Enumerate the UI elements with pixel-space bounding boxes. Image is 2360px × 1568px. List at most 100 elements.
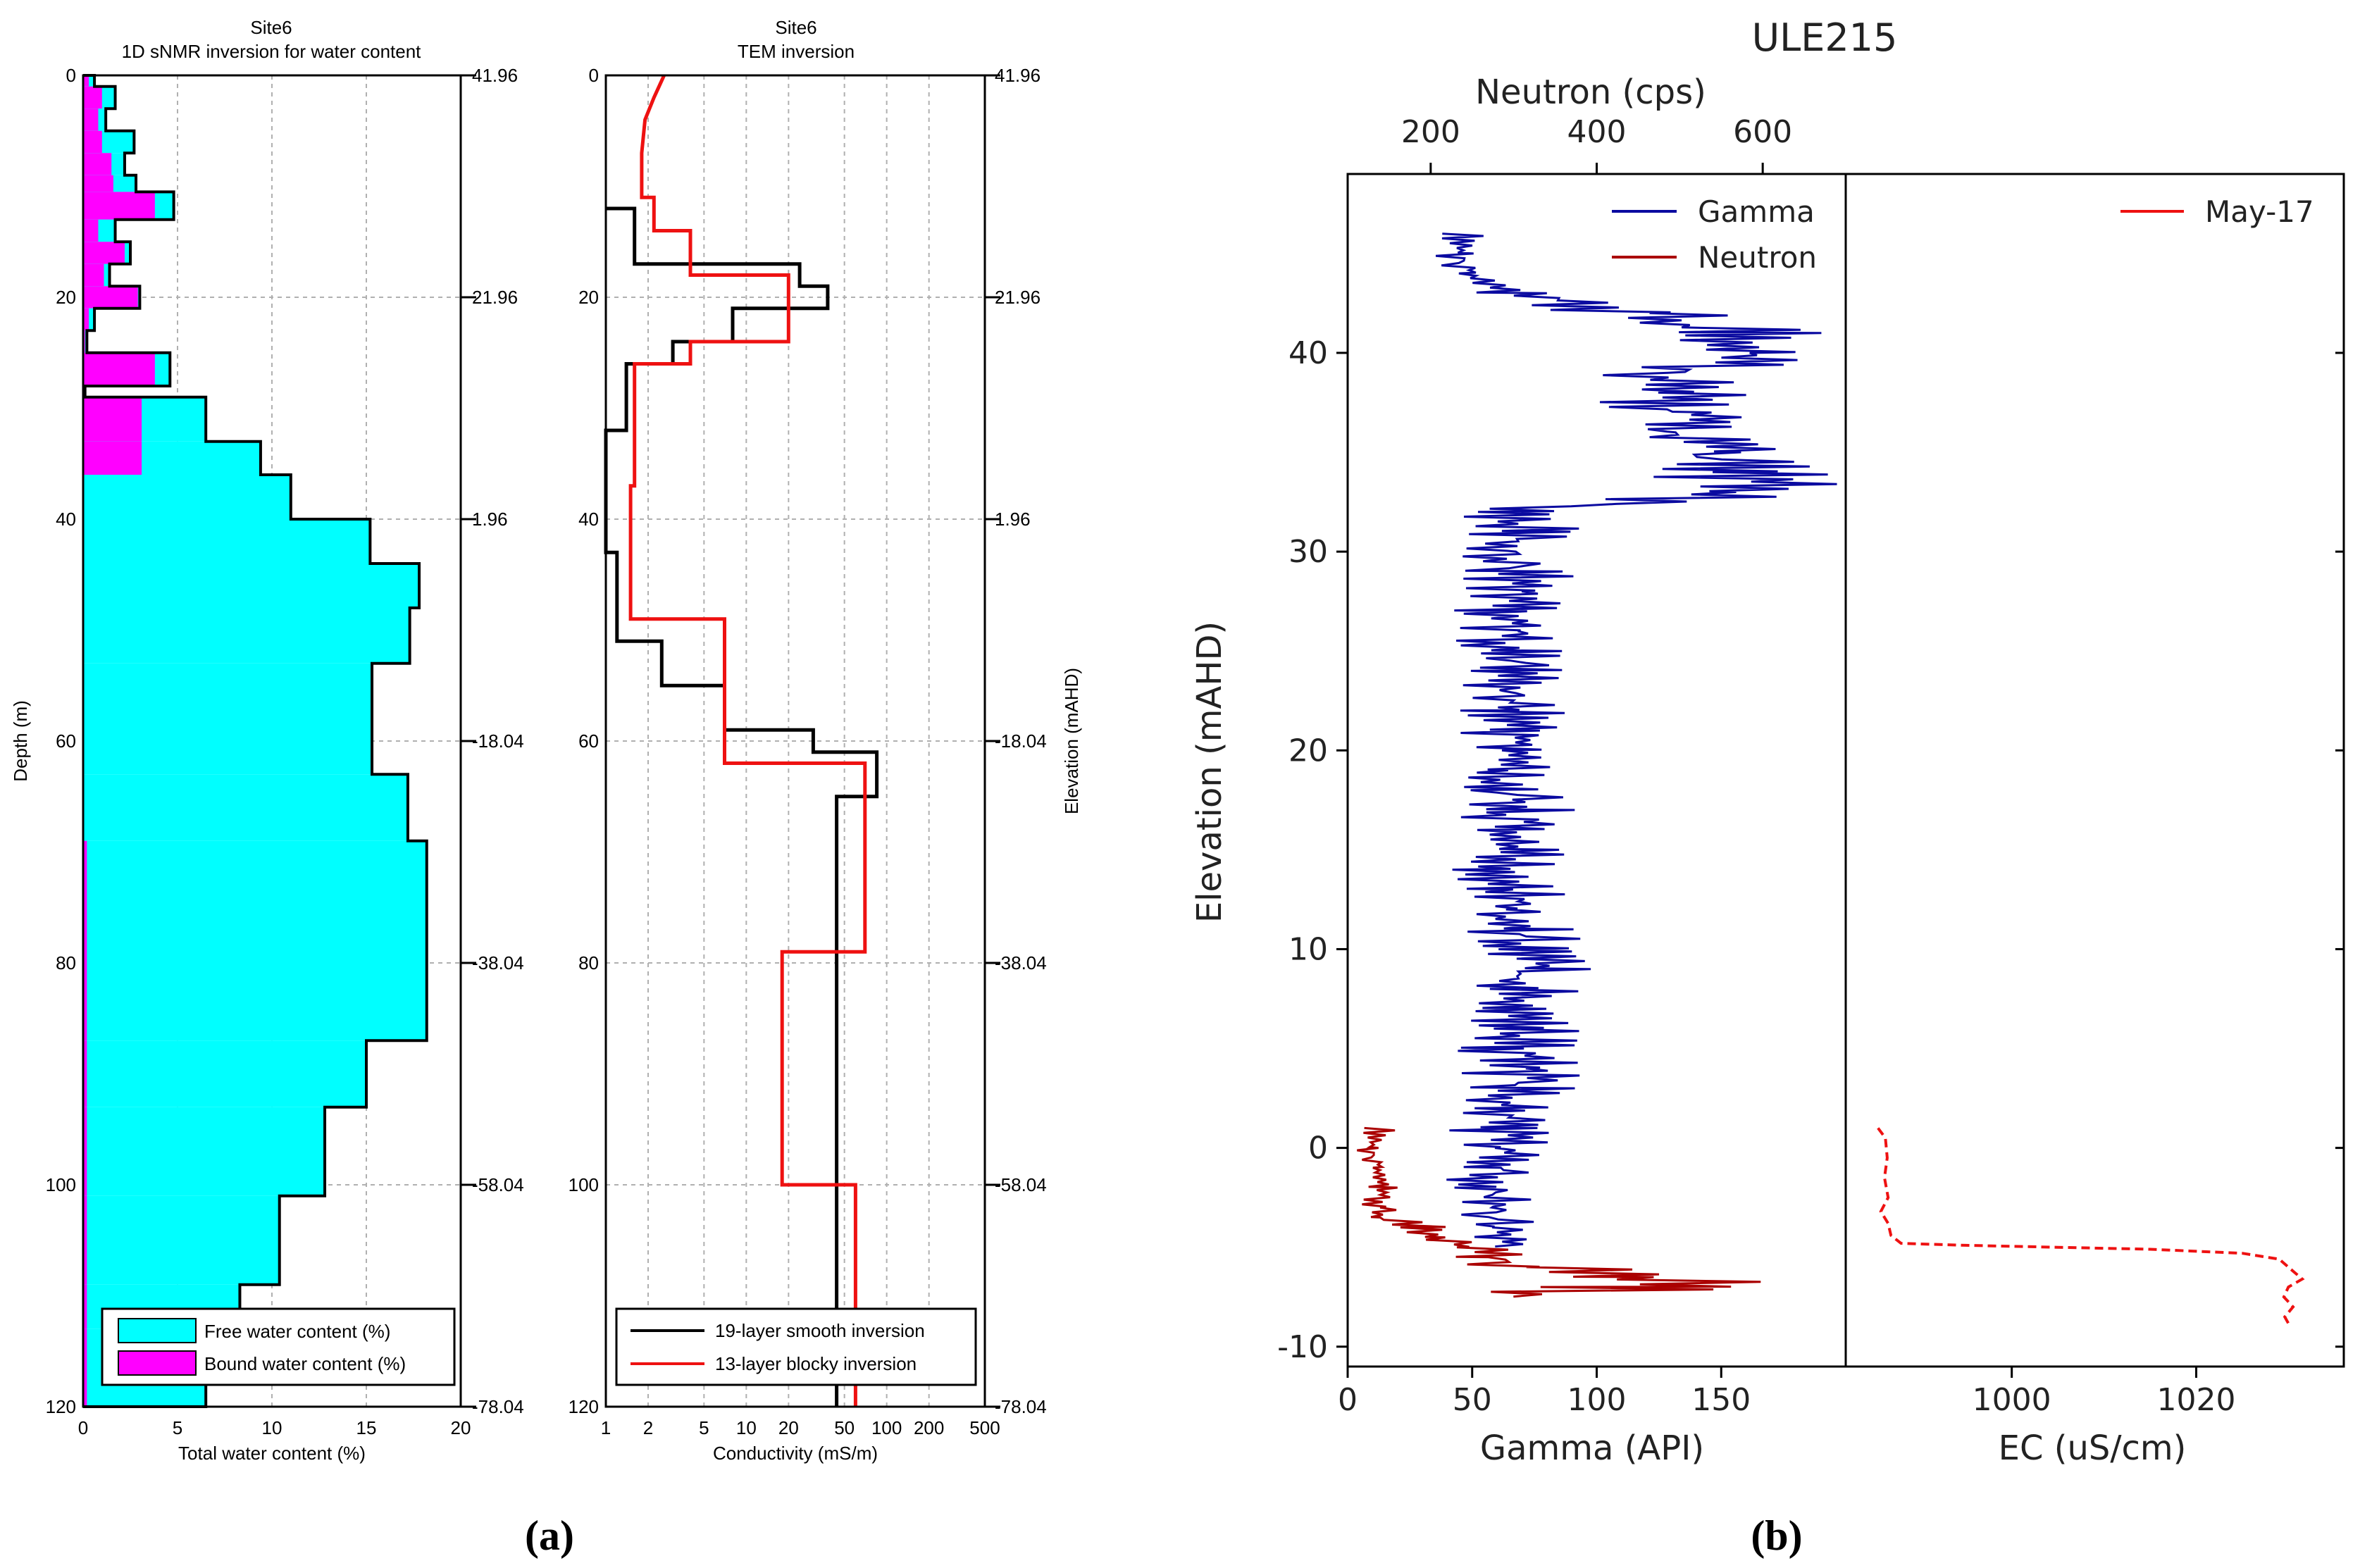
ule-x2-tick-label: 400 — [1567, 114, 1627, 150]
ec-legend-label: May-17 — [2205, 194, 2314, 229]
snmr-free-bar — [83, 608, 410, 664]
tem-x-tick-label: 10 — [736, 1417, 757, 1438]
snmr-bound-bar — [83, 441, 142, 475]
tem-subtitle: TEM inversion — [738, 41, 855, 62]
snmr-bound-bar — [83, 86, 102, 109]
snmr-x-tick-label: 15 — [356, 1417, 377, 1438]
tem-x-tick-label: 50 — [834, 1417, 855, 1438]
tem-y-tick-label: 80 — [578, 952, 599, 973]
snmr-y2-tick-label: -18.04 — [472, 730, 524, 752]
ule-y-tick-label: 40 — [1288, 335, 1328, 371]
ule-y-tick-label: 0 — [1308, 1131, 1328, 1166]
ule-x-tick-label: 0 — [1338, 1382, 1358, 1418]
tem-panel: Site6 TEM inversion 1 2 5 10 20 50 100 200 500 0 4… — [569, 17, 1082, 1464]
snmr-subtitle: 1D sNMR inversion for water content — [122, 41, 422, 62]
tem-title: Site6 — [775, 17, 816, 38]
snmr-free-bar — [83, 1040, 366, 1107]
tem-y-tick-label: 60 — [578, 730, 599, 752]
tem-y2label: Elevation (mAHD) — [1061, 668, 1082, 814]
snmr-y-tick-label: 20 — [56, 287, 76, 308]
tem-y-tick-label: 100 — [569, 1174, 599, 1195]
snmr-bound-bar — [83, 108, 99, 131]
snmr-bound-bar — [83, 175, 113, 192]
ule-y-tick-label: 10 — [1288, 931, 1328, 967]
tem-y2-tick-label: 1.96 — [995, 509, 1031, 530]
tem-legend-label-smooth: 19-layer smooth inversion — [715, 1320, 925, 1341]
snmr-bound-bar — [83, 242, 125, 264]
snmr-free-bar — [83, 519, 371, 564]
snmr-y-tick-label: 0 — [66, 65, 76, 86]
snmr-y2-tick-label: -38.04 — [472, 952, 524, 973]
snmr-ylabel: Depth (m) — [10, 700, 31, 782]
snmr-y-tick-label: 80 — [56, 952, 76, 973]
snmr-panel: Site6 1D sNMR inversion for water conten… — [10, 17, 524, 1464]
snmr-y-tick-label: 120 — [46, 1396, 76, 1417]
tem-x-tick-label: 2 — [643, 1417, 653, 1438]
ule-x2label: Neutron (cps) — [1475, 73, 1706, 112]
snmr-bound-bar — [83, 1195, 87, 1285]
snmr-bound-bar — [83, 1284, 87, 1329]
tem-x-tick-label: 200 — [914, 1417, 944, 1438]
snmr-free-bar — [83, 1107, 325, 1196]
ule-ylabel: Elevation (mAHD) — [1190, 621, 1229, 923]
ule-x-tick-label: 50 — [1453, 1382, 1492, 1418]
snmr-free-bar — [83, 774, 408, 841]
snmr-bound-bar — [83, 1040, 87, 1107]
tem-xlabel: Conductivity (mS/m) — [713, 1443, 878, 1464]
ule-xlabel: Gamma (API) — [1480, 1429, 1704, 1468]
snmr-bound-bar — [83, 219, 99, 242]
snmr-free-bar — [83, 564, 420, 608]
ec-x-tick-label: 1020 — [2157, 1382, 2236, 1418]
snmr-bound-bar — [83, 352, 155, 386]
snmr-y2-tick-label: -58.04 — [472, 1174, 524, 1195]
snmr-free-bar — [83, 475, 291, 519]
tem-ticks: 1 2 5 10 20 50 100 200 500 0 41.96 20 21.96 40 1.96 60 -… — [569, 65, 1047, 1438]
tem-series-blocky — [628, 74, 867, 1407]
panel-label-b: (b) — [1751, 1512, 1802, 1559]
tem-y-tick-label: 0 — [589, 65, 599, 86]
snmr-bound-bar — [83, 75, 89, 87]
gamma-trace — [1435, 232, 1837, 1248]
tem-y2-tick-label: -58.04 — [995, 1174, 1047, 1195]
tem-y2-tick-label: -18.04 — [995, 730, 1047, 752]
tem-legend-box — [615, 1307, 977, 1386]
snmr-x-tick-label: 10 — [262, 1417, 282, 1438]
tem-y-tick-label: 120 — [569, 1396, 599, 1417]
ule-x2-tick-label: 200 — [1401, 114, 1460, 150]
tem-series-smooth — [604, 206, 879, 1407]
tem-y2-tick-label: 41.96 — [995, 65, 1041, 86]
ule-ec-frame — [1844, 173, 2345, 1368]
snmr-legend: Free water content (%) Bound water conte… — [101, 1307, 456, 1386]
snmr-y-tick-label: 40 — [56, 509, 76, 530]
snmr-y2-tick-label: 21.96 — [472, 287, 518, 308]
snmr-ticks: 0 5 10 15 20 0 41.96 20 21.96 40 1.96 60 -18.04 80 -38… — [46, 65, 524, 1438]
ule-title: ULE215 — [1752, 15, 1898, 60]
snmr-free-bar — [83, 663, 373, 775]
snmr-free-bar — [83, 840, 427, 1041]
snmr-free-bar — [83, 1195, 280, 1285]
tem-x-tick-label: 5 — [699, 1417, 709, 1438]
snmr-bound-bar — [83, 153, 112, 175]
tem-y-tick-label: 40 — [578, 509, 599, 530]
snmr-total-outline — [83, 74, 428, 1408]
snmr-y2-tick-label: 1.96 — [472, 509, 508, 530]
ule-legend: Gamma Neutron — [1612, 194, 1817, 275]
tem-x-tick-label: 500 — [969, 1417, 1000, 1438]
snmr-y2-tick-label: 41.96 — [472, 65, 518, 86]
snmr-y-tick-label: 60 — [56, 730, 76, 752]
snmr-bound-bar — [83, 130, 102, 154]
ec-trace — [1877, 1127, 2305, 1328]
tem-x-tick-label: 100 — [871, 1417, 902, 1438]
snmr-x-tick-label: 20 — [451, 1417, 471, 1438]
snmr-bars — [83, 74, 428, 1408]
snmr-bound-bar — [83, 308, 89, 331]
snmr-legend-swatch-free — [118, 1318, 197, 1343]
ule-legend-label-neutron: Neutron — [1698, 240, 1817, 275]
tem-legend: 19-layer smooth inversion 13-layer block… — [615, 1307, 977, 1386]
snmr-bound-bar — [83, 263, 104, 287]
ule-y-tick-label: -10 — [1277, 1329, 1328, 1365]
snmr-y-tick-label: 100 — [46, 1174, 76, 1195]
